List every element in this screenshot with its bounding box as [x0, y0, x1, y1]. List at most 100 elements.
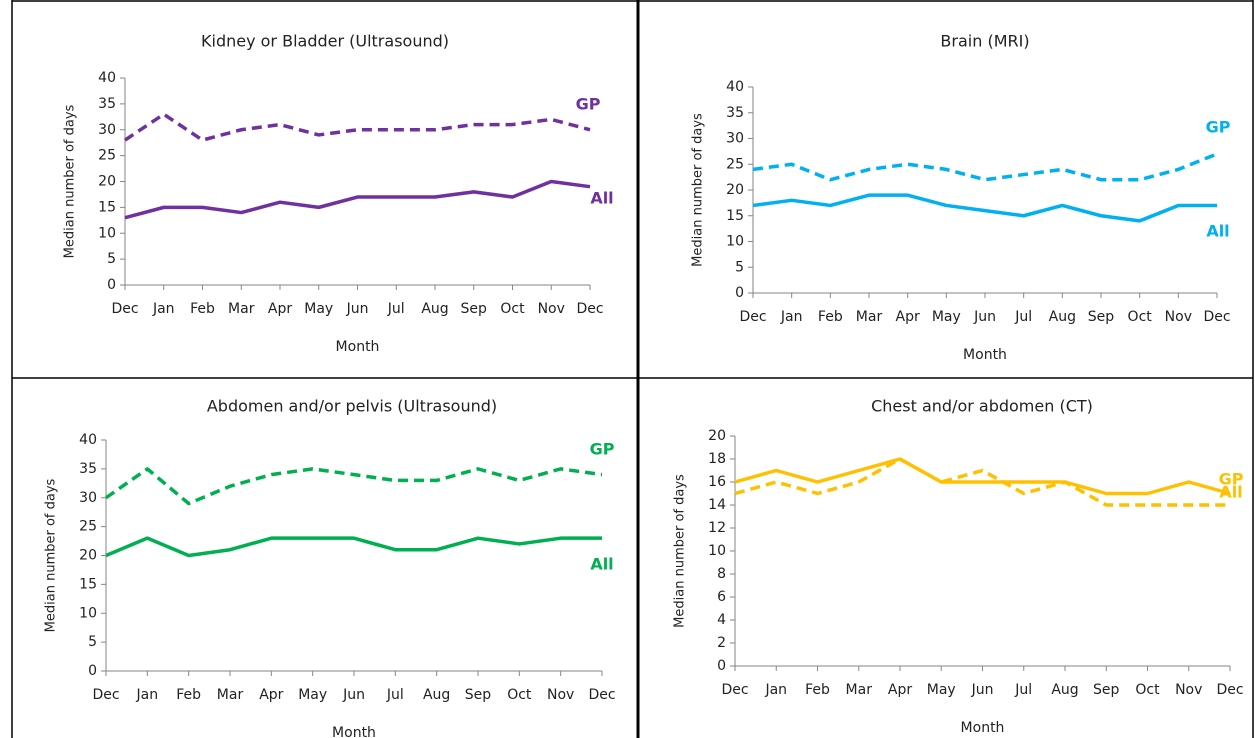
- y-tick-label: 10: [708, 543, 726, 559]
- y-tick-label: 5: [735, 259, 744, 275]
- y-tick-label: 40: [79, 432, 97, 448]
- series-label: All: [1206, 222, 1229, 241]
- chart-panel: Chest and/or abdomen (CT) 0 2 4 6 8 10 12 14 16 18…: [673, 397, 1244, 737]
- x-tick-label: Mar: [846, 682, 873, 698]
- chart-title: Brain (MRI): [940, 32, 1029, 51]
- y-tick-label: 14: [708, 497, 726, 513]
- x-tick-label: Aug: [1049, 309, 1076, 325]
- data-line: [104, 467, 603, 506]
- y-tick-label: 25: [98, 148, 116, 164]
- data-line: [124, 179, 591, 220]
- x-tick-label: Jan: [780, 309, 803, 325]
- x-tick-label: Aug: [421, 301, 448, 317]
- x-tick-label: May: [304, 301, 333, 317]
- x-tick-label: Nov: [547, 687, 574, 703]
- series-label: GP: [590, 440, 615, 459]
- x-tick-label: Dec: [721, 682, 748, 698]
- x-tick-label: Jan: [136, 687, 159, 703]
- x-tick-label: Apr: [888, 682, 912, 698]
- y-tick-label: 35: [726, 105, 744, 121]
- data-line: [734, 457, 1231, 496]
- y-tick-label: 8: [717, 566, 726, 582]
- x-tick-label: Sep: [461, 301, 488, 317]
- x-tick-label: Sep: [1093, 682, 1120, 698]
- y-tick-label: 5: [107, 251, 116, 267]
- x-tick-label: Dec: [1203, 309, 1230, 325]
- y-tick-label: 30: [98, 122, 116, 138]
- x-tick-label: Aug: [1051, 682, 1078, 698]
- x-tick-label: Apr: [259, 687, 283, 703]
- x-tick-label: Feb: [818, 309, 843, 325]
- y-tick-label: 0: [717, 658, 726, 674]
- x-tick-label: Feb: [190, 301, 215, 317]
- x-tick-label: Nov: [1175, 682, 1202, 698]
- y-tick-label: 5: [88, 634, 97, 650]
- y-tick-label: 2: [717, 635, 726, 651]
- series-label: All: [590, 189, 613, 208]
- x-tick-label: Jun: [971, 682, 994, 698]
- y-tick-label: 40: [98, 70, 116, 86]
- y-tick-label: 20: [79, 548, 97, 564]
- x-tick-label: Jun: [342, 687, 365, 703]
- y-tick-label: 18: [708, 451, 726, 467]
- x-tick-label: Dec: [1216, 682, 1243, 698]
- y-tick-label: 35: [79, 461, 97, 477]
- x-tick-label: Jul: [386, 687, 404, 703]
- y-axis-title: Median number of days: [44, 478, 59, 632]
- x-tick-label: Oct: [1135, 682, 1160, 698]
- y-tick-label: 30: [79, 490, 97, 506]
- y-tick-label: 0: [735, 285, 744, 301]
- x-tick-label: Nov: [538, 301, 565, 317]
- x-tick-label: Mar: [217, 687, 244, 703]
- x-tick-label: Jun: [346, 301, 369, 317]
- x-axis-title: Month: [961, 720, 1005, 736]
- y-axis-title: Median number of days: [63, 104, 78, 258]
- x-tick-label: Oct: [507, 687, 532, 703]
- y-tick-label: 10: [98, 225, 116, 241]
- x-tick-label: Feb: [805, 682, 830, 698]
- y-tick-label: 4: [717, 612, 726, 628]
- data-line: [752, 193, 1217, 223]
- x-tick-label: Jul: [1014, 309, 1032, 325]
- series-label: All: [1219, 483, 1242, 502]
- x-tick-label: Oct: [1128, 309, 1153, 325]
- chart-title: Abdomen and/or pelvis (Ultrasound): [207, 397, 497, 416]
- y-tick-label: 16: [708, 474, 726, 490]
- y-tick-label: 40: [726, 79, 744, 95]
- chart-panel: Abdomen and/or pelvis (Ultrasound) 0 5 10 15…: [44, 397, 616, 738]
- chart-panel: Brain (MRI) 0 5 10 15 20 25 30 35 40 Dec Jan Feb Mar A…: [691, 32, 1231, 364]
- y-tick-label: 20: [708, 428, 726, 444]
- x-axis-title: Month: [332, 725, 376, 738]
- y-axis-title: Median number of days: [691, 113, 706, 267]
- chart-panel: Kidney or Bladder (Ultrasound) 0 5 10 15 20 25…: [63, 32, 614, 356]
- series-label: GP: [1206, 118, 1231, 137]
- x-tick-label: Dec: [92, 687, 119, 703]
- panel-borders: [11, 0, 1254, 738]
- y-tick-label: 10: [726, 234, 744, 250]
- x-tick-label: Apr: [268, 301, 292, 317]
- x-tick-label: Jul: [387, 301, 405, 317]
- x-tick-label: Nov: [1165, 309, 1192, 325]
- y-tick-label: 25: [726, 156, 744, 172]
- x-tick-label: May: [932, 309, 961, 325]
- x-tick-label: Sep: [465, 687, 492, 703]
- x-tick-label: Dec: [576, 301, 603, 317]
- y-tick-label: 15: [79, 576, 97, 592]
- x-tick-label: Sep: [1088, 309, 1115, 325]
- x-axis-title: Month: [336, 339, 380, 355]
- x-tick-label: May: [927, 682, 956, 698]
- y-tick-label: 20: [98, 174, 116, 190]
- data-line: [734, 457, 1230, 507]
- y-tick-label: 15: [98, 199, 116, 215]
- x-axis-title: Month: [963, 347, 1007, 363]
- y-tick-label: 0: [107, 277, 116, 293]
- y-tick-label: 35: [98, 96, 116, 112]
- x-tick-label: Mar: [228, 301, 255, 317]
- data-line: [105, 536, 602, 558]
- chart-title: Chest and/or abdomen (CT): [871, 397, 1093, 416]
- x-tick-label: Feb: [176, 687, 201, 703]
- series-label: GP: [1219, 470, 1244, 489]
- y-tick-label: 6: [717, 589, 726, 605]
- x-tick-label: Apr: [896, 309, 920, 325]
